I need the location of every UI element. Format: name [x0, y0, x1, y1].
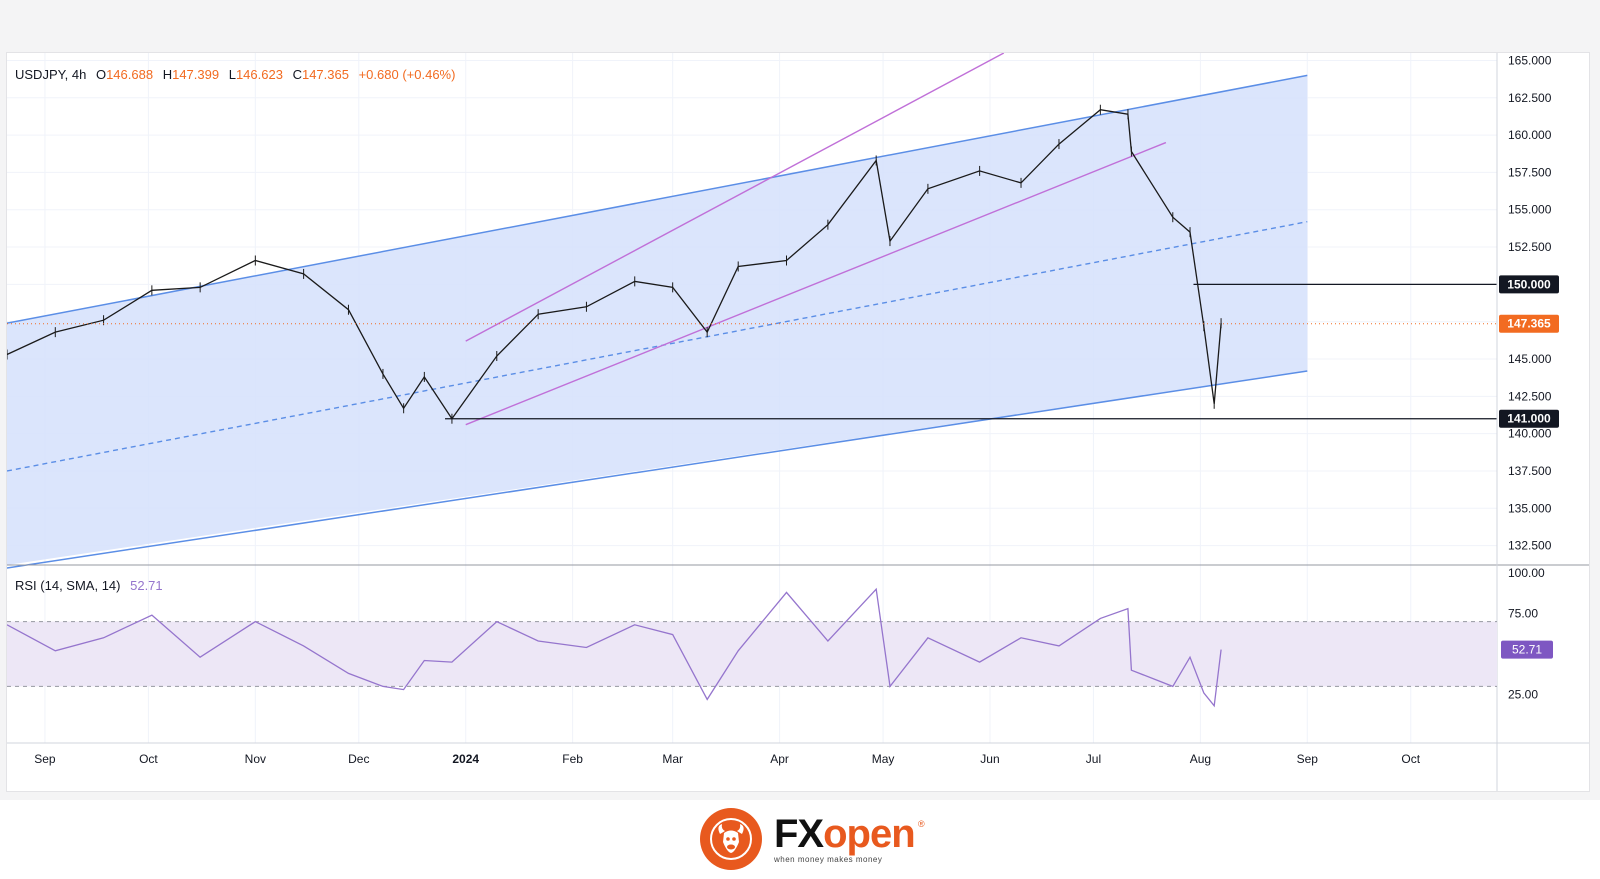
price-chart[interactable]: 165.000 162.500 160.000 157.500 155.000 152.5…: [6, 52, 1589, 791]
x-tick-label: Sep: [1297, 752, 1319, 766]
registered-mark: ®: [918, 819, 925, 829]
x-tick-label: Jun: [980, 752, 999, 766]
y-tick-label: 145.000: [1508, 352, 1552, 366]
y-tick-label: 137.500: [1508, 464, 1552, 478]
brand-tagline: when money makes money: [774, 855, 883, 864]
chart-panel[interactable]: 165.000 162.500 160.000 157.500 155.000 152.5…: [6, 52, 1590, 792]
rsi-header-value: 52.71: [130, 578, 163, 593]
x-tick-label: Oct: [1401, 752, 1420, 766]
channel-fill: [7, 75, 1308, 565]
rsi-label: RSI (14, SMA, 14): [15, 578, 120, 593]
bull-emblem-icon: [700, 808, 762, 870]
fxopen-logo: FXopen when money makes money ®: [700, 804, 925, 874]
x-tick-label: Feb: [562, 752, 583, 766]
ohlc-close: 147.365: [302, 67, 349, 82]
svg-text:150.000: 150.000: [1507, 277, 1551, 291]
rsi-header: RSI (14, SMA, 14) 52.71: [15, 578, 163, 593]
y-tick-label: 160.000: [1508, 128, 1552, 142]
footer-brand: FXopen when money makes money ®: [0, 800, 1600, 879]
x-tick-label: Sep: [34, 752, 56, 766]
y-tick-label: 142.500: [1508, 389, 1552, 403]
symbol-label: USDJPY: [15, 67, 67, 82]
channel-lower-line: [6, 370, 1308, 569]
rsi-y-tick-label: 25.00: [1508, 688, 1538, 702]
pitchfork-upper-line: [465, 52, 1005, 342]
x-tick-label: Aug: [1190, 752, 1211, 766]
x-tick-label: Mar: [662, 752, 683, 766]
y-tick-label: 140.000: [1508, 427, 1552, 441]
x-tick-label: Apr: [770, 752, 789, 766]
rsi-y-tick-label: 75.00: [1508, 607, 1538, 621]
rsi-y-tick-label: 100.00: [1508, 566, 1545, 580]
level-high-badge: 150.000: [1499, 275, 1559, 294]
x-tick-label: Nov: [245, 752, 266, 766]
change-label: +0.680 (+0.46%): [359, 67, 456, 82]
rsi-series-line: [6, 587, 1222, 708]
pitchfork-lower-line: [465, 141, 1167, 426]
svg-text:147.365: 147.365: [1507, 317, 1551, 331]
x-tick-label: May: [872, 752, 895, 766]
x-tick-label: Oct: [139, 752, 158, 766]
x-tick-label: Dec: [348, 752, 369, 766]
y-tick-label: 162.500: [1508, 91, 1552, 105]
timeframe-label: 4h: [72, 67, 86, 82]
brand-name: FXopen: [774, 812, 916, 856]
svg-text:52.71: 52.71: [1512, 643, 1542, 657]
chart-header: USDJPY, 4h O146.688 H147.399 L146.623 C1…: [15, 67, 455, 82]
y-tick-label: 165.000: [1508, 53, 1552, 67]
y-tick-label: 135.000: [1508, 501, 1552, 515]
channel-median-line: [6, 220, 1308, 472]
svg-text:141.000: 141.000: [1507, 412, 1551, 426]
y-tick-label: 132.500: [1508, 539, 1552, 553]
y-tick-label: 157.500: [1508, 165, 1552, 179]
ohlc-open: 146.688: [106, 67, 153, 82]
last-price-badge: 147.365: [1499, 314, 1559, 333]
x-tick-label: Jul: [1086, 752, 1101, 766]
rsi-band: [7, 621, 1497, 687]
y-tick-label: 155.000: [1508, 203, 1552, 217]
rsi-value-badge: 52.71: [1501, 640, 1553, 659]
ohlc-high: 147.399: [172, 67, 219, 82]
channel-upper-line: [6, 74, 1308, 324]
brand-text: FXopen when money makes money ®: [774, 812, 925, 864]
level-low-badge: 141.000: [1499, 409, 1559, 428]
x-tick-label: 2024: [452, 752, 479, 766]
ohlc-low: 146.623: [236, 67, 283, 82]
y-tick-label: 152.500: [1508, 240, 1552, 254]
